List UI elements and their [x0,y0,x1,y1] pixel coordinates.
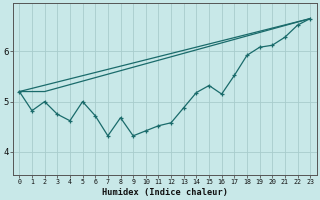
X-axis label: Humidex (Indice chaleur): Humidex (Indice chaleur) [102,188,228,197]
